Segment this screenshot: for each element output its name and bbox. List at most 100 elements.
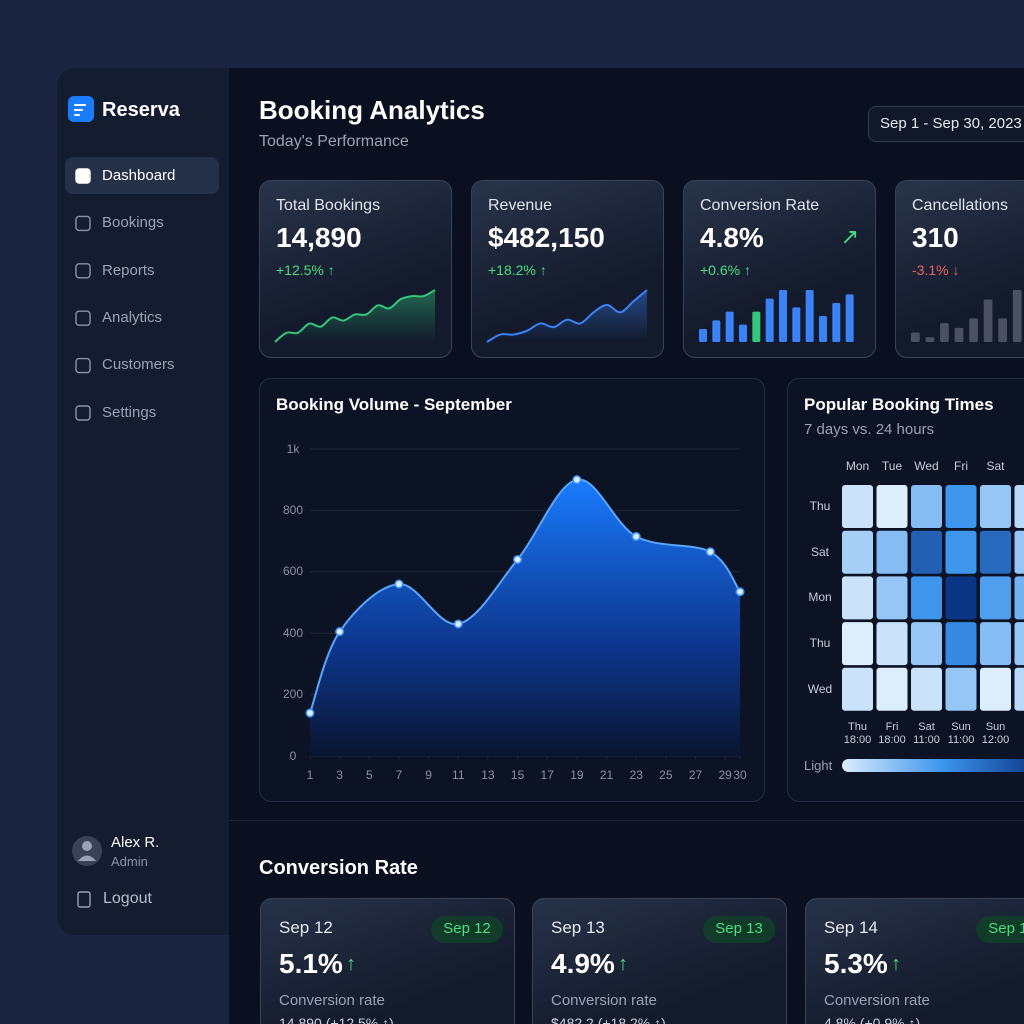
- kpi-value: 4.8%: [700, 221, 764, 253]
- date-picker[interactable]: [868, 106, 1024, 142]
- x-tick-label: 21: [599, 767, 614, 782]
- heat-cell: [980, 667, 1011, 711]
- x-tick-label: 23: [629, 767, 643, 782]
- x-tick-label: 27: [688, 767, 703, 782]
- heat-cell: [842, 576, 873, 620]
- user-role: Admin: [111, 853, 148, 869]
- card-change-icon: ↑: [891, 952, 901, 975]
- badge: [703, 916, 775, 943]
- row-label: Sat: [810, 544, 830, 559]
- logout[interactable]: Logout: [103, 890, 152, 908]
- column-footer: Sat 11:00: [913, 721, 940, 747]
- heat-cell: [842, 530, 873, 574]
- heat-cell: [842, 622, 873, 666]
- x-tick-label: 15: [510, 767, 525, 782]
- card-value: 5.1%: [279, 947, 343, 979]
- user-name: Alex R.: [111, 833, 160, 851]
- card-detail: 14,890 (+12.5% ↑): [279, 1015, 394, 1024]
- heat-cell: [876, 622, 908, 666]
- kpi-label: Conversion Rate: [700, 197, 820, 215]
- heat-cell: [911, 530, 942, 574]
- area: [310, 479, 740, 756]
- spark-bar: [911, 332, 920, 342]
- heat-cell: [1014, 576, 1024, 620]
- spark-bar: [925, 337, 935, 342]
- heat-cell: [876, 485, 908, 528]
- kpi-label: Total Bookings: [276, 197, 381, 215]
- avatar-body: [78, 855, 96, 861]
- spark-bar: [845, 294, 854, 342]
- x-tick-label: 25: [659, 767, 673, 782]
- spark-bar: [779, 290, 787, 342]
- x-tick-label: 7: [395, 767, 403, 782]
- card-detail: 4.8% (+0.9% ↑): [824, 1015, 921, 1024]
- y-tick-label: 1k: [286, 441, 300, 456]
- logo-stroke: [74, 114, 80, 116]
- nav-icon: [75, 357, 91, 374]
- spark-area: [275, 290, 435, 342]
- kpi-change: +12.5% ↑: [276, 262, 335, 279]
- heat-cell: [945, 576, 977, 620]
- logo-stroke: [74, 109, 83, 111]
- x-tick-label: 3: [336, 767, 343, 782]
- column-label: Mon: [845, 458, 870, 473]
- card-date: Sep 12: [279, 918, 333, 938]
- column-footer: Sun 11:00: [947, 721, 975, 747]
- heat-cell: [980, 576, 1011, 620]
- heat-cell: [876, 576, 908, 620]
- x-tick-label: 30: [733, 767, 747, 782]
- column-label: Wed: [914, 458, 939, 473]
- nav-item[interactable]: Analytics: [102, 308, 163, 326]
- card-label: Conversion rate: [551, 991, 657, 1009]
- card-detail: $482.2 (+18.2% ↑): [551, 1015, 666, 1024]
- point: [335, 627, 345, 637]
- card-badge: Sep 13: [715, 919, 763, 937]
- heat-cell: [876, 667, 908, 711]
- x-tick-label: 5: [365, 767, 373, 782]
- nav-item[interactable]: Dashboard: [102, 166, 176, 184]
- spark-bar: [969, 318, 978, 342]
- column-footer: 1: [1012, 721, 1024, 734]
- chart-title: Booking Volume - September: [276, 395, 512, 415]
- spark-bar: [940, 323, 949, 342]
- nav-item[interactable]: Bookings: [102, 214, 164, 232]
- point: [394, 579, 404, 589]
- nav-item[interactable]: Settings: [102, 403, 157, 421]
- spark-bar: [739, 324, 747, 342]
- x-tick-label: 17: [540, 767, 554, 782]
- x-tick-label: 13: [481, 767, 495, 782]
- row-label: Mon: [808, 590, 832, 605]
- x-tick-label: 11: [452, 767, 465, 782]
- heat-cell: [842, 485, 873, 528]
- spark-bar: [752, 311, 761, 342]
- section-title: Conversion Rate: [259, 856, 418, 879]
- spark-bar: [998, 318, 1007, 342]
- point: [631, 531, 641, 542]
- kpi-value: $482,150: [488, 221, 605, 253]
- spark-bar: [792, 307, 801, 342]
- kpi-change: +18.2% ↑: [488, 262, 547, 279]
- spark-bar: [725, 311, 734, 342]
- heat-cell: [980, 485, 1011, 528]
- kpi-change: +0.6% ↑: [700, 262, 751, 279]
- spark-bar: [805, 290, 814, 342]
- date-range[interactable]: Sep 1 - Sep 30, 2023: [880, 114, 1022, 132]
- logout-icon: [77, 891, 91, 908]
- avatar-head: [82, 841, 92, 851]
- heat-cell: [1014, 485, 1024, 528]
- divider: [229, 820, 1024, 821]
- card-change-icon: ↑: [618, 952, 628, 975]
- card-badge: Sep 12: [443, 919, 491, 937]
- chart-subtitle: 7 days vs. 24 hours: [804, 420, 935, 438]
- heat-cell: [945, 667, 977, 711]
- x-tick-label: 9: [425, 767, 432, 782]
- nav-icon: [75, 168, 91, 184]
- heat-cell: [945, 530, 977, 574]
- y-tick-label: 200: [282, 687, 304, 702]
- nav-item[interactable]: Customers: [102, 356, 175, 374]
- nav-item[interactable]: Reports: [102, 261, 155, 279]
- nav-icon: [75, 263, 91, 279]
- spark-bar: [712, 320, 721, 342]
- card-date: Sep 13: [551, 918, 605, 938]
